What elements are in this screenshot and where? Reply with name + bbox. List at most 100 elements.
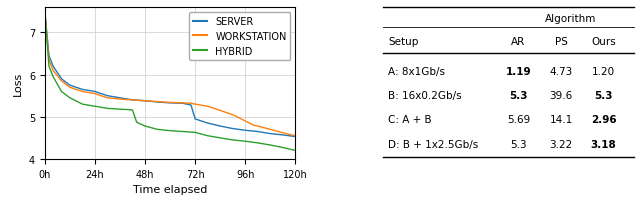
- Text: 14.1: 14.1: [549, 115, 573, 125]
- X-axis label: Time elapsed: Time elapsed: [133, 184, 207, 194]
- Text: 5.3: 5.3: [509, 91, 527, 101]
- SERVER: [129, 99, 136, 102]
- WORKSTATION: [154, 101, 161, 103]
- Text: 39.6: 39.6: [549, 91, 573, 101]
- SERVER: [49, 66, 57, 68]
- WORKSTATION: [49, 70, 57, 72]
- HYBRID: [104, 108, 111, 110]
- SERVER: [266, 133, 274, 135]
- Text: 1.20: 1.20: [592, 67, 615, 76]
- Text: PS: PS: [554, 36, 568, 46]
- WORKSTATION: [45, 59, 53, 62]
- HYBRID: [58, 91, 65, 93]
- HYBRID: [166, 130, 174, 132]
- HYBRID: [191, 132, 199, 134]
- SERVER: [79, 89, 86, 91]
- WORKSTATION: [229, 114, 237, 116]
- WORKSTATION: [266, 129, 274, 131]
- HYBRID: [129, 109, 136, 112]
- HYBRID: [266, 144, 274, 146]
- Line: HYBRID: HYBRID: [45, 12, 295, 151]
- Text: Ours: Ours: [591, 36, 616, 46]
- Line: WORKSTATION: WORKSTATION: [45, 12, 295, 136]
- HYBRID: [116, 108, 124, 111]
- WORKSTATION: [166, 102, 174, 104]
- Text: A: 8x1Gb/s: A: 8x1Gb/s: [388, 67, 445, 76]
- WORKSTATION: [179, 102, 186, 105]
- SERVER: [58, 78, 65, 81]
- Text: 5.69: 5.69: [507, 115, 530, 125]
- SERVER: [291, 136, 299, 138]
- WORKSTATION: [279, 132, 287, 134]
- Line: SERVER: SERVER: [45, 12, 295, 137]
- HYBRID: [154, 129, 161, 131]
- SERVER: [191, 118, 199, 121]
- HYBRID: [204, 135, 211, 137]
- HYBRID: [254, 142, 262, 144]
- WORKSTATION: [241, 120, 249, 123]
- SERVER: [141, 100, 149, 102]
- HYBRID: [79, 103, 86, 106]
- SERVER: [187, 104, 195, 107]
- HYBRID: [66, 97, 74, 100]
- HYBRID: [49, 76, 57, 79]
- SERVER: [204, 122, 211, 125]
- HYBRID: [241, 140, 249, 143]
- HYBRID: [124, 109, 132, 111]
- HYBRID: [279, 147, 287, 149]
- Text: 5.3: 5.3: [510, 139, 527, 149]
- WORKSTATION: [91, 93, 99, 95]
- SERVER: [254, 131, 262, 133]
- SERVER: [166, 102, 174, 105]
- HYBRID: [291, 150, 299, 152]
- Text: C: A + B: C: A + B: [388, 115, 432, 125]
- Text: 5.3: 5.3: [595, 91, 612, 101]
- Text: 3.18: 3.18: [591, 139, 616, 149]
- HYBRID: [45, 66, 53, 68]
- Text: AR: AR: [511, 36, 525, 46]
- WORKSTATION: [191, 103, 199, 106]
- SERVER: [104, 95, 111, 98]
- SERVER: [241, 129, 249, 132]
- WORKSTATION: [250, 124, 257, 127]
- SERVER: [91, 91, 99, 93]
- SERVER: [216, 125, 224, 128]
- SERVER: [229, 128, 237, 130]
- Text: 4.73: 4.73: [549, 67, 573, 76]
- HYBRID: [179, 131, 186, 133]
- Legend: SERVER, WORKSTATION, HYBRID: SERVER, WORKSTATION, HYBRID: [189, 13, 291, 60]
- Text: 2.96: 2.96: [591, 115, 616, 125]
- WORKSTATION: [66, 87, 74, 89]
- SERVER: [66, 84, 74, 87]
- WORKSTATION: [187, 103, 195, 105]
- WORKSTATION: [204, 105, 211, 108]
- WORKSTATION: [216, 110, 224, 112]
- Text: Setup: Setup: [388, 36, 419, 46]
- HYBRID: [216, 137, 224, 139]
- Y-axis label: Loss: Loss: [13, 72, 23, 96]
- SERVER: [116, 97, 124, 100]
- WORKSTATION: [58, 80, 65, 83]
- WORKSTATION: [41, 11, 49, 14]
- Text: 3.22: 3.22: [549, 139, 573, 149]
- HYBRID: [141, 125, 149, 128]
- WORKSTATION: [254, 125, 262, 128]
- Text: 1.19: 1.19: [506, 67, 531, 76]
- WORKSTATION: [291, 135, 299, 137]
- Text: B: 16x0.2Gb/s: B: 16x0.2Gb/s: [388, 91, 461, 101]
- WORKSTATION: [104, 97, 111, 100]
- HYBRID: [229, 139, 237, 142]
- Text: Algorithm: Algorithm: [545, 14, 596, 24]
- SERVER: [179, 103, 186, 105]
- HYBRID: [91, 105, 99, 108]
- SERVER: [279, 134, 287, 136]
- HYBRID: [41, 11, 49, 14]
- SERVER: [41, 11, 49, 14]
- WORKSTATION: [129, 99, 136, 102]
- SERVER: [45, 55, 53, 58]
- HYBRID: [133, 121, 141, 124]
- WORKSTATION: [79, 91, 86, 93]
- SERVER: [154, 101, 161, 104]
- Text: D: B + 1x2.5Gb/s: D: B + 1x2.5Gb/s: [388, 139, 478, 149]
- WORKSTATION: [116, 98, 124, 101]
